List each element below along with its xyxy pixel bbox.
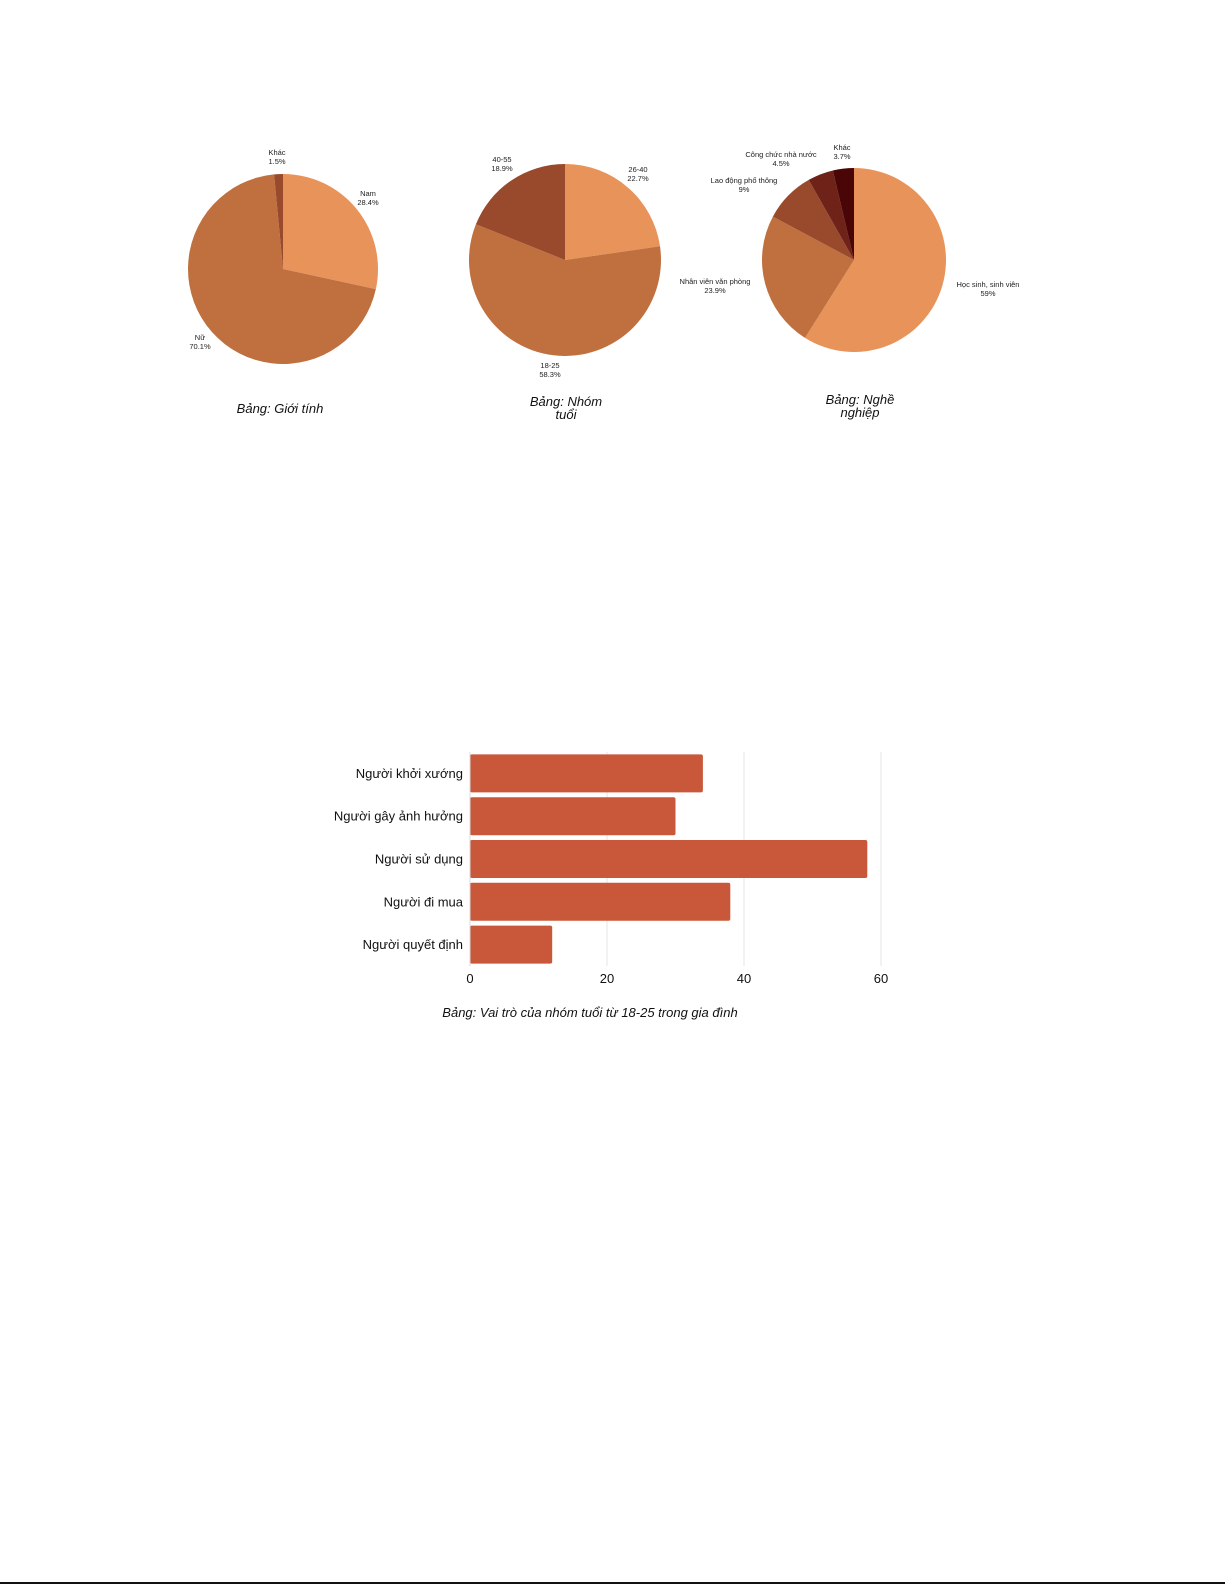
- pie-slice: [832, 168, 854, 260]
- pie-slice: [762, 216, 854, 338]
- bar-category-label: Người khởi xướng: [356, 766, 463, 781]
- pie-caption-gender: Bảng: Giới tính: [205, 402, 355, 415]
- page-bottom-rule: [0, 1582, 1225, 1584]
- bar-category-label: Người quyết định: [363, 937, 463, 952]
- pie-slice-label: Học sinh, sinh viên 59%: [957, 280, 1020, 298]
- pie-slice-label: 18-25 58.3%: [539, 361, 561, 379]
- pie-charts: Nam 28.4% Nữ 70.1% Khác 1.5% 26-40 22.7% 18-25 58…: [187, 143, 1020, 379]
- pie-slice-label: Khác 3.7%: [833, 143, 850, 161]
- pie-slice: [274, 174, 283, 269]
- bar: [470, 840, 868, 878]
- pie-slice-label: 26-40 22.7%: [627, 165, 649, 183]
- bar-x-tick-label: 60: [874, 971, 888, 986]
- pie-caption-gender-text: Bảng: Giới tính: [236, 401, 324, 416]
- pie-slice: [475, 164, 565, 260]
- pie-slice: [804, 168, 946, 352]
- pie-slice-label: Nam 28.4%: [357, 189, 379, 207]
- pie-caption-occupation-text: Bảng: Nghề nghiệp: [825, 392, 895, 420]
- bar-category-label: Người gây ảnh hưởng: [334, 809, 463, 824]
- pie-slice: [565, 164, 661, 260]
- bar-x-tick-label: 20: [600, 971, 614, 986]
- bar: [470, 882, 731, 921]
- pie-slice: [283, 174, 378, 290]
- pie-slice: [187, 174, 376, 364]
- pie-slice-label: Công chức nhà nước 4.5%: [745, 150, 816, 168]
- pie-slice-label: Nhân viên văn phòng 23.9%: [680, 277, 751, 295]
- pie-slice: [469, 224, 662, 356]
- bar-caption-text: Bảng: Vai trò của nhóm tuổi từ 18-25 tro…: [442, 1005, 738, 1020]
- bar-x-tick-label: 40: [737, 971, 751, 986]
- bar-x-tick-label: 0: [466, 971, 473, 986]
- bar: [470, 754, 703, 793]
- pie-slice: [808, 170, 854, 260]
- pie-slice-label: Khác 1.5%: [268, 148, 285, 166]
- pie-slice-label: Lao động phổ thông 9%: [711, 176, 778, 194]
- pie-caption-age: Bảng: Nhóm tuổi: [525, 395, 607, 421]
- pie-slice: [772, 179, 854, 260]
- bar-category-label: Người sử dụng: [375, 852, 463, 867]
- pie-caption-age-text: Bảng: Nhóm tuổi: [529, 394, 603, 422]
- bar-category-label: Người đi mua: [384, 894, 464, 909]
- bar-caption: Bảng: Vai trò của nhóm tuổi từ 18-25 tro…: [380, 1006, 800, 1019]
- pie-caption-occupation: Bảng: Nghề nghiệp: [817, 393, 903, 419]
- bar: [470, 797, 676, 836]
- pie-slice-label: 40-55 18.9%: [491, 155, 513, 173]
- pie-slice-label: Nữ 70.1%: [189, 333, 211, 351]
- bar: [470, 925, 553, 964]
- bar-chart: 0 20 40 60 Người khởi xướng Người gây ảnh hưở…: [334, 752, 888, 986]
